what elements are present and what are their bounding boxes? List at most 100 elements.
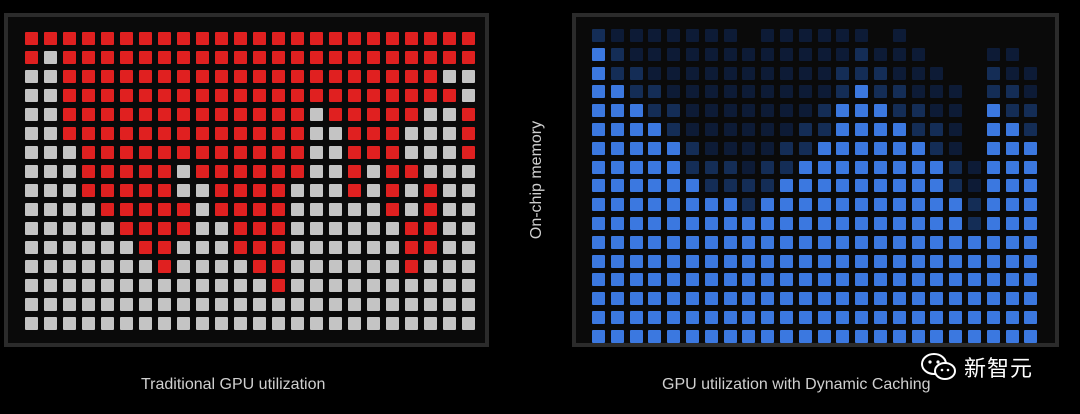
dynamic-cell: [855, 217, 869, 230]
dynamic-cell: [761, 160, 775, 174]
traditional-cell: [177, 298, 190, 311]
traditional-cell: [234, 222, 247, 235]
dynamic-cell: [610, 179, 624, 193]
watermark-text: 新智元: [964, 357, 1034, 382]
traditional-cell: [25, 260, 38, 273]
dynamic-cell: [874, 179, 887, 193]
traditional-cell: [424, 89, 437, 102]
traditional-cell: [348, 32, 361, 45]
traditional-cell: [367, 260, 380, 273]
dynamic-cell: [592, 85, 605, 99]
traditional-cell: [234, 279, 247, 292]
on-chip-memory-label: On-chip memory: [528, 120, 545, 240]
traditional-cell: [139, 260, 152, 273]
dynamic-cell: [949, 123, 963, 136]
traditional-cell: [120, 241, 133, 254]
dynamic-cell: [629, 104, 643, 118]
dynamic-cell: [1005, 123, 1019, 136]
traditional-cell: [215, 241, 228, 254]
traditional-cell: [367, 146, 380, 159]
dynamic-cell: [629, 29, 643, 42]
dynamic-cell: [648, 235, 662, 249]
dynamic-cell: [704, 254, 718, 268]
dynamic-cell: [949, 141, 963, 155]
dynamic-cell: [761, 29, 775, 42]
traditional-cell: [386, 260, 399, 273]
traditional-cell: [120, 32, 133, 45]
traditional-cell: [234, 165, 247, 178]
dynamic-cell: [648, 254, 662, 268]
dynamic-cell: [686, 104, 699, 118]
dynamic-cell: [930, 141, 944, 155]
traditional-cell: [139, 298, 152, 311]
traditional-cell: [63, 51, 76, 64]
dynamic-cell: [1005, 179, 1019, 193]
traditional-cell: [329, 51, 342, 64]
dynamic-cell: [798, 235, 812, 249]
dynamic-cell: [949, 160, 963, 174]
traditional-cell: [310, 51, 323, 64]
traditional-cell: [101, 298, 114, 311]
traditional-cell: [348, 89, 361, 102]
traditional-cell: [158, 203, 171, 216]
dynamic-cell: [817, 66, 831, 80]
traditional-cell: [329, 32, 342, 45]
dynamic-cell: [855, 235, 869, 249]
dynamic-cell: [986, 141, 1000, 155]
dynamic-cell: [667, 66, 681, 80]
traditional-cell: [82, 51, 95, 64]
dynamic-cell: [1005, 47, 1019, 61]
traditional-cell: [291, 32, 304, 45]
dynamic-cell: [648, 160, 662, 174]
dynamic-cell: [949, 179, 963, 193]
dynamic-cell: [930, 254, 944, 268]
traditional-cell: [82, 127, 95, 140]
dynamic-cell: [892, 160, 906, 174]
dynamic-cell: [686, 311, 699, 324]
traditional-cell: [291, 203, 304, 216]
traditional-cell: [101, 51, 114, 64]
traditional-cell: [25, 241, 38, 254]
dynamic-cell: [780, 85, 793, 99]
traditional-cell: [63, 89, 76, 102]
dynamic-cell: [592, 141, 605, 155]
dynamic-cell: [968, 311, 981, 324]
traditional-cell: [443, 298, 456, 311]
traditional-cell: [158, 70, 171, 83]
dynamic-cell: [1005, 66, 1019, 80]
traditional-cell: [25, 184, 38, 197]
dynamic-cell: [798, 217, 812, 230]
traditional-cell: [386, 222, 399, 235]
dynamic-cell: [892, 141, 906, 155]
traditional-cell: [253, 279, 266, 292]
dynamic-cell: [911, 329, 925, 343]
traditional-cell: [158, 260, 171, 273]
traditional-cell: [120, 298, 133, 311]
traditional-cell: [82, 89, 95, 102]
dynamic-cell: [667, 29, 681, 42]
dynamic-cell: [780, 123, 793, 136]
traditional-cell: [253, 146, 266, 159]
dynamic-cell: [798, 85, 812, 99]
watermark: 新智元: [920, 349, 1033, 385]
dynamic-cell: [930, 66, 944, 80]
traditional-cell: [63, 184, 76, 197]
dynamic-cell: [610, 160, 624, 174]
traditional-cell: [158, 127, 171, 140]
traditional-cell: [462, 184, 475, 197]
dynamic-cell: [667, 329, 681, 343]
dynamic-cell: [1024, 254, 1038, 268]
dynamic-cell: [761, 141, 775, 155]
traditional-cell: [443, 241, 456, 254]
traditional-cell: [348, 260, 361, 273]
traditional-cell: [158, 279, 171, 292]
dynamic-cell: [610, 47, 624, 61]
dynamic-cell: [1024, 179, 1038, 193]
traditional-cell: [63, 279, 76, 292]
dynamic-cell: [930, 198, 944, 212]
traditional-cell: [101, 32, 114, 45]
traditional-cell: [386, 70, 399, 83]
traditional-cell: [215, 32, 228, 45]
dynamic-cell: [704, 311, 718, 324]
traditional-cell: [82, 317, 95, 330]
